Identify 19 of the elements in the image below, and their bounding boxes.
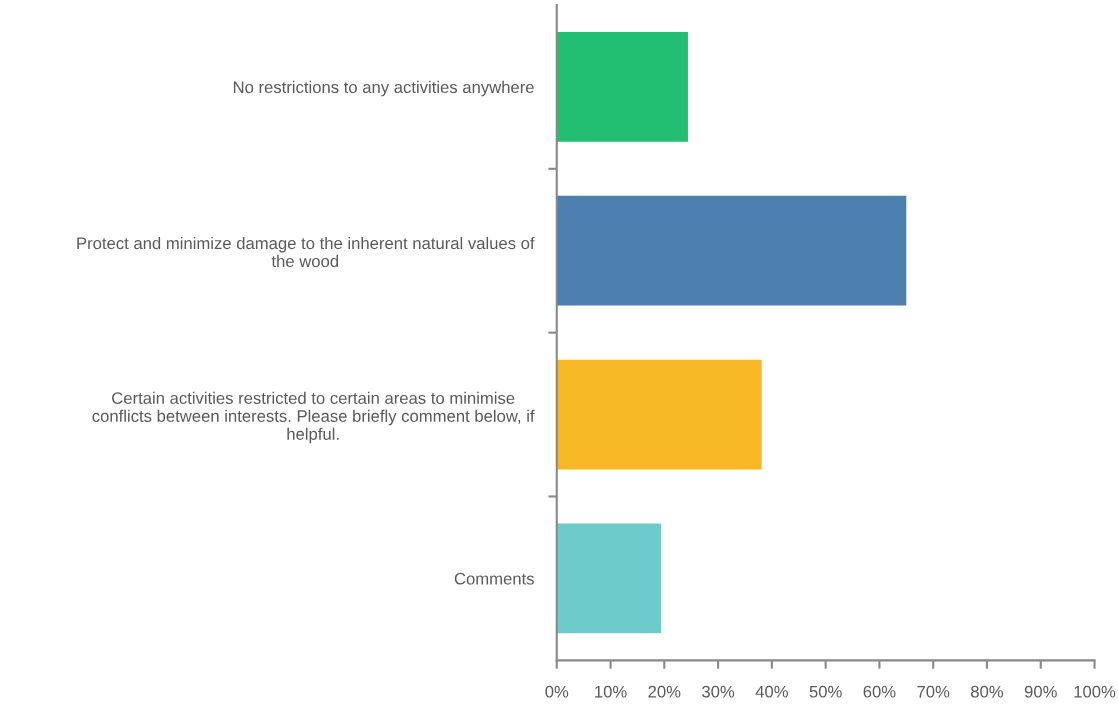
x-tick-label: 100%	[1074, 685, 1116, 698]
bar	[556, 523, 662, 634]
x-tick-label: 30%	[702, 685, 735, 698]
x-tick-label: 40%	[755, 685, 788, 698]
x-tick-label: 60%	[863, 685, 896, 698]
bar	[556, 195, 907, 306]
y-tick-label: No restrictions to any activities anywhere	[233, 80, 534, 97]
x-tick-label: 90%	[1024, 685, 1057, 698]
x-tick-label: 50%	[809, 685, 842, 698]
x-tick-label: 10%	[595, 685, 627, 698]
bar	[556, 359, 762, 470]
bar	[556, 31, 688, 142]
y-tick-label: Protect and minimize damage to the inherent natural values of the wood	[77, 236, 535, 268]
x-tick-label: 80%	[971, 685, 1004, 698]
x-tick-label: 20%	[648, 685, 681, 698]
x-tick-label: 70%	[917, 685, 950, 698]
y-tick-label: Certain activities restricted to certain areas to minimise conflicts between interests. Please briefly comment below, if helpful.	[92, 391, 535, 444]
y-tick-label: Comments	[454, 572, 534, 585]
x-tick-label: 0%	[545, 685, 569, 698]
